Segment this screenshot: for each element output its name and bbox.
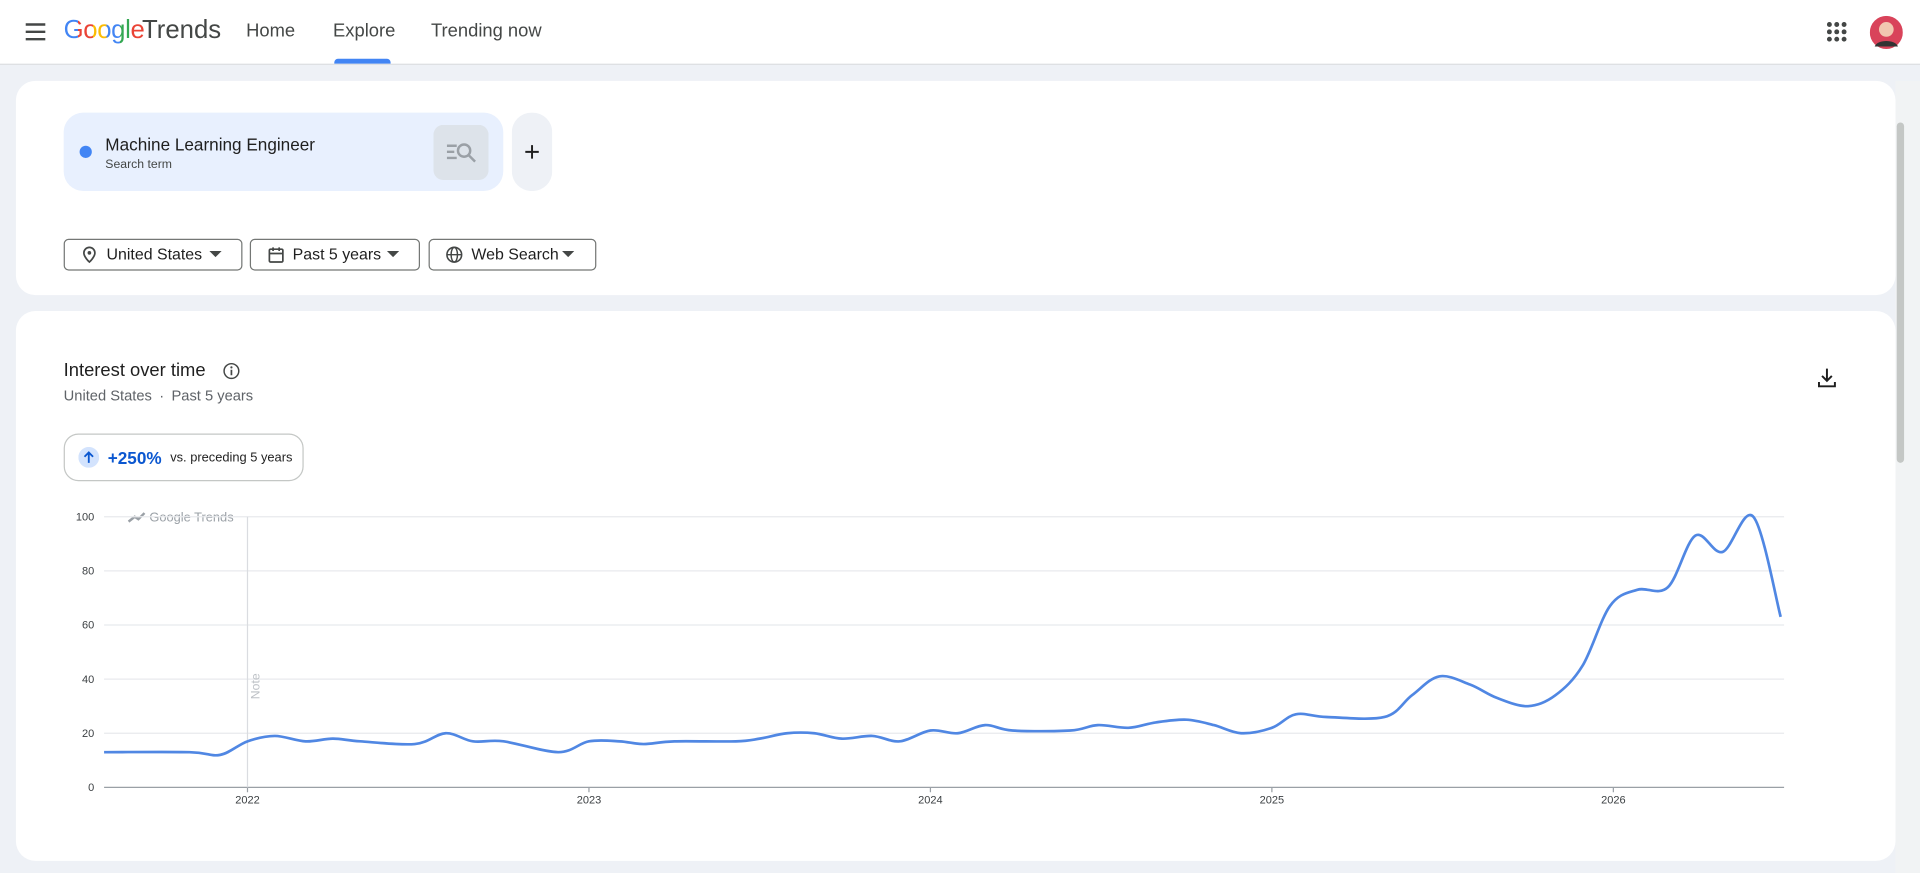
nav-explore[interactable]: Explore bbox=[333, 20, 396, 42]
filter-label: Past 5 years bbox=[292, 244, 382, 264]
chart-title: Interest over time bbox=[63, 360, 206, 381]
search-icon-button[interactable] bbox=[433, 124, 489, 181]
dropdown-arrow bbox=[386, 251, 400, 258]
globe-icon bbox=[446, 246, 463, 263]
search-type-filter[interactable]: Web Search bbox=[428, 238, 597, 271]
change-badge: +250% vs. preceding 5 years bbox=[63, 433, 304, 482]
x-tick-label: 2025 bbox=[1260, 794, 1285, 806]
y-tick-label: 80 bbox=[82, 566, 94, 578]
y-tick-label: 40 bbox=[82, 674, 94, 686]
filter-label: Web Search bbox=[471, 244, 559, 264]
interest-card bbox=[15, 311, 1896, 861]
download-button[interactable] bbox=[1817, 367, 1837, 388]
calendar-icon bbox=[268, 247, 284, 263]
search-sublabel: Search term bbox=[105, 157, 173, 172]
apps-button[interactable] bbox=[1826, 22, 1847, 42]
active-tab-indicator bbox=[334, 58, 391, 64]
nav-home[interactable]: Home bbox=[246, 20, 296, 42]
subtitle-period: Past 5 years bbox=[171, 386, 254, 405]
series-line bbox=[104, 513, 1782, 757]
dropdown-arrow bbox=[209, 251, 222, 258]
y-tick-label: 0 bbox=[88, 782, 94, 794]
x-tick-label: 2022 bbox=[235, 794, 260, 806]
filter-label: United States bbox=[106, 244, 203, 264]
top-bar: Google Trends Home Explore Trending now bbox=[0, 0, 1920, 65]
logo-trends[interactable]: Trends bbox=[142, 15, 222, 45]
dropdown-arrow bbox=[562, 251, 575, 258]
info-button[interactable] bbox=[223, 362, 240, 380]
location-filter[interactable]: United States bbox=[63, 238, 243, 271]
up-arrow-icon bbox=[78, 446, 100, 468]
series-dot bbox=[79, 145, 92, 158]
change-note: vs. preceding 5 years bbox=[170, 450, 293, 466]
nav-trending-now[interactable]: Trending now bbox=[431, 20, 542, 42]
change-value: +250% bbox=[107, 448, 162, 468]
y-tick-label: 20 bbox=[82, 728, 94, 740]
separator: · bbox=[159, 386, 165, 405]
y-tick-label: 100 bbox=[76, 511, 94, 523]
logo-google[interactable]: Google bbox=[63, 15, 145, 45]
x-tick-label: 2026 bbox=[1601, 794, 1626, 806]
menu-button[interactable] bbox=[23, 20, 47, 44]
location-icon bbox=[83, 246, 96, 264]
time-filter[interactable]: Past 5 years bbox=[249, 238, 421, 271]
x-tick-label: 2023 bbox=[577, 794, 602, 806]
scrollbar-thumb[interactable] bbox=[1896, 122, 1905, 463]
x-tick-label: 2024 bbox=[918, 794, 943, 806]
account-avatar[interactable] bbox=[1869, 15, 1903, 49]
y-tick-label: 60 bbox=[82, 620, 94, 632]
search-term-chip[interactable]: Machine Learning Engineer Search term bbox=[63, 112, 504, 192]
note-label: Note bbox=[249, 673, 263, 699]
search-term: Machine Learning Engineer bbox=[105, 134, 315, 155]
add-term-button[interactable] bbox=[511, 112, 553, 192]
chart-subtitle: United States · Past 5 years bbox=[64, 387, 253, 404]
subtitle-location: United States bbox=[63, 386, 152, 405]
